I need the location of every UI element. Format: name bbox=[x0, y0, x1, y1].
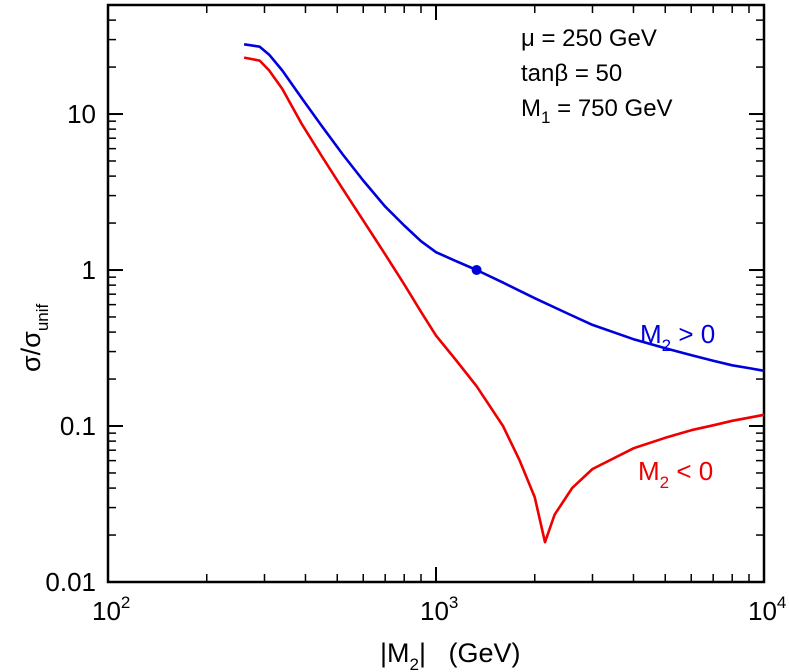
annotation-mu: μ = 250 GeV bbox=[521, 25, 657, 52]
series-label-m2-positive: M2 > 0 bbox=[640, 319, 715, 355]
data-markers bbox=[471, 265, 482, 276]
y-tick-label: 0.01 bbox=[45, 567, 96, 597]
x-tick-label: 102 bbox=[92, 593, 130, 626]
series-label-m2-negative: M2 < 0 bbox=[638, 456, 713, 492]
x-tick-label: 104 bbox=[748, 593, 786, 626]
y-axis-title: σ/σunif bbox=[16, 303, 52, 372]
plot-frame bbox=[106, 3, 766, 584]
y-tick-label: 0.1 bbox=[60, 411, 96, 441]
y-tick-label: 10 bbox=[67, 99, 96, 129]
y-tick-label: 1 bbox=[82, 255, 96, 285]
annotation-tanbeta: tanβ = 50 bbox=[521, 60, 622, 87]
tick-marks bbox=[107, 4, 765, 583]
annotation-m1: M1 = 750 GeV bbox=[521, 95, 673, 127]
curve-m2-positive bbox=[243, 43, 765, 373]
x-axis-title: |M2| (GeV) bbox=[380, 638, 521, 672]
data-curves bbox=[243, 43, 765, 544]
x-tick-label: 103 bbox=[420, 593, 458, 626]
curve-m2-negative bbox=[243, 56, 765, 544]
tick-labels: 102 103 104 0.01 0.1 1 10 bbox=[45, 99, 786, 626]
unified-point-marker bbox=[471, 265, 482, 276]
